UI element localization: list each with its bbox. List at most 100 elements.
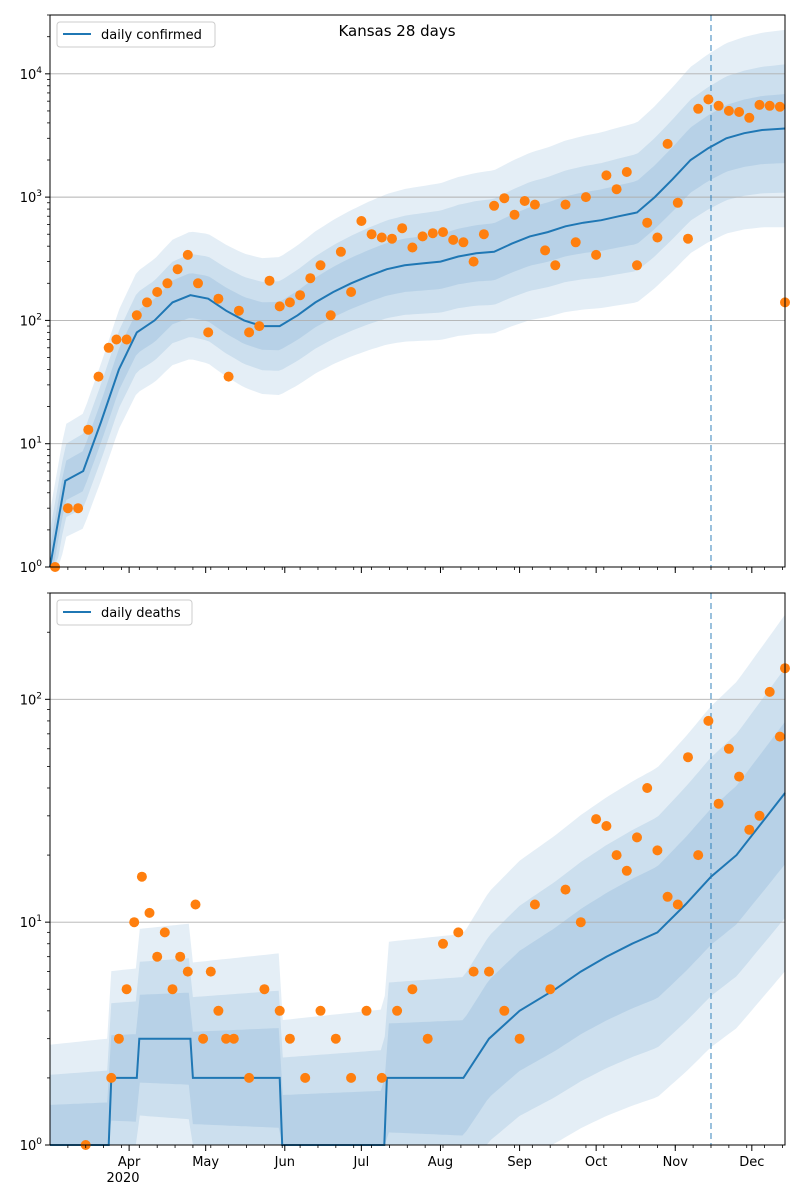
confirmed-legend: daily confirmed <box>56 21 216 48</box>
confirmed-observed-point <box>417 231 428 242</box>
deaths-observed-point <box>632 832 642 843</box>
deaths-observed-point <box>221 1033 232 1044</box>
deaths-observed-point <box>121 984 132 995</box>
deaths-observed-point <box>764 686 775 697</box>
deaths-observed-point <box>346 1072 357 1083</box>
confirmed-y-axis: 100 101 102 103 104 <box>20 14 50 576</box>
confirmed-observed-point <box>499 193 510 204</box>
deaths-observed-point <box>683 752 693 763</box>
confirmed-observed-point <box>734 107 745 117</box>
x-axis-year-label: 2020 <box>106 1171 139 1186</box>
confirmed-observed-point <box>193 278 203 289</box>
confirmed-observed-point <box>335 246 346 257</box>
deaths-middle-band <box>50 668 785 1145</box>
deaths-legend-box <box>56 599 193 626</box>
confirmed-observed-point <box>683 233 693 244</box>
confirmed-observed-point <box>315 260 326 271</box>
confirmed-observed-point <box>662 138 673 149</box>
deaths-observed-point <box>438 938 448 949</box>
confirmed-observed-point <box>489 200 500 211</box>
confirmed-observed-point <box>621 167 632 177</box>
confirmed-observed-point <box>182 249 193 260</box>
confirmed-observed-point <box>284 297 295 308</box>
deaths-observed-point <box>601 821 612 831</box>
deaths-observed-point <box>774 731 785 742</box>
deaths-observed-point <box>734 771 745 782</box>
confirmed-observed-point <box>162 278 173 289</box>
confirmed-observed-point <box>764 100 775 111</box>
confirmed-observed-point <box>468 256 479 267</box>
confirmed-observed-point <box>397 223 408 234</box>
confirmed-observed-point <box>203 327 214 338</box>
deaths-observed-point <box>182 966 193 977</box>
deaths-observed-point <box>198 1033 209 1044</box>
x-tick-label: Dec <box>739 1155 764 1170</box>
confirmed-observed-point <box>62 503 73 514</box>
confirmed-observed-point <box>305 273 316 284</box>
confirmed-observed-point <box>325 310 336 321</box>
deaths-observed-point <box>499 1005 510 1016</box>
deaths-observed-point <box>560 884 571 895</box>
confirmed-observed-point <box>723 105 734 116</box>
deaths-observed-point <box>129 917 140 928</box>
deaths-outer-band <box>50 614 785 1145</box>
deaths-panel: 100 101 102 Apr May Jun Jul Aug Sep Oct Nov Dec 20… <box>20 592 790 1186</box>
deaths-observed-point <box>754 810 765 821</box>
deaths-observed-point <box>703 715 714 726</box>
confirmed-observed-point <box>744 112 755 123</box>
confirmed-observed-point <box>103 342 114 353</box>
x-tick-label: Aug <box>428 1155 453 1170</box>
confirmed-observed-point <box>591 249 602 260</box>
y-tick-label: 100 <box>20 559 43 576</box>
confirmed-middle-band <box>50 64 785 568</box>
confirmed-observed-point <box>131 310 142 321</box>
confirmed-x-axis <box>67 567 783 573</box>
deaths-observed-point <box>662 891 673 902</box>
confirmed-observed-point <box>703 94 714 105</box>
confirmed-observed-point <box>529 199 540 210</box>
deaths-observed-point <box>611 850 622 861</box>
confirmed-observed-point <box>244 327 255 338</box>
confirmed-uncertainty-bands <box>50 29 785 568</box>
confirmed-observed-point <box>223 371 234 382</box>
deaths-x-axis: Apr May Jun Jul Aug Sep Oct Nov Dec <box>67 1145 783 1170</box>
deaths-observed-point <box>361 1005 372 1016</box>
deaths-observed-point <box>159 927 170 938</box>
confirmed-observed-point <box>295 290 306 301</box>
confirmed-observed-point <box>213 293 224 304</box>
confirmed-observed-point <box>632 260 642 271</box>
confirmed-observed-point <box>509 209 520 220</box>
confirmed-plot-frame <box>49 14 786 568</box>
x-tick-label: Apr <box>118 1155 141 1170</box>
x-tick-label: Jul <box>353 1155 370 1170</box>
y-tick-label: 102 <box>20 312 42 329</box>
deaths-observed-point <box>591 814 602 825</box>
confirmed-observed-point <box>438 227 448 238</box>
deaths-observed-point <box>453 927 464 938</box>
deaths-observed-point <box>300 1072 311 1083</box>
confirmed-observed-point <box>478 229 489 240</box>
confirmed-observed-point <box>550 260 561 271</box>
deaths-observed-point <box>392 1005 403 1016</box>
confirmed-observed-point <box>142 297 152 308</box>
confirmed-observed-point <box>233 305 244 316</box>
confirmed-observed-point <box>152 287 163 297</box>
deaths-observed-point <box>376 1072 387 1083</box>
deaths-observed-point <box>545 984 556 995</box>
confirmed-observed-point <box>73 503 84 514</box>
y-tick-label: 104 <box>20 66 43 83</box>
confirmed-central-line <box>49 127 786 568</box>
confirmed-observed-point <box>407 242 418 253</box>
confirmed-observed-point <box>111 334 122 345</box>
y-tick-label: 101 <box>20 914 42 931</box>
confirmed-observed-point <box>172 264 183 275</box>
confirmed-observed-point <box>346 287 357 297</box>
deaths-observed-point <box>744 824 755 835</box>
confirmed-legend-label: daily confirmed <box>101 28 202 43</box>
deaths-observed-point <box>284 1033 295 1044</box>
confirmed-inner-band <box>50 94 785 567</box>
y-tick-label: 101 <box>20 436 42 453</box>
confirmed-observed-point <box>652 232 663 243</box>
confirmed-observed-point <box>611 184 622 195</box>
